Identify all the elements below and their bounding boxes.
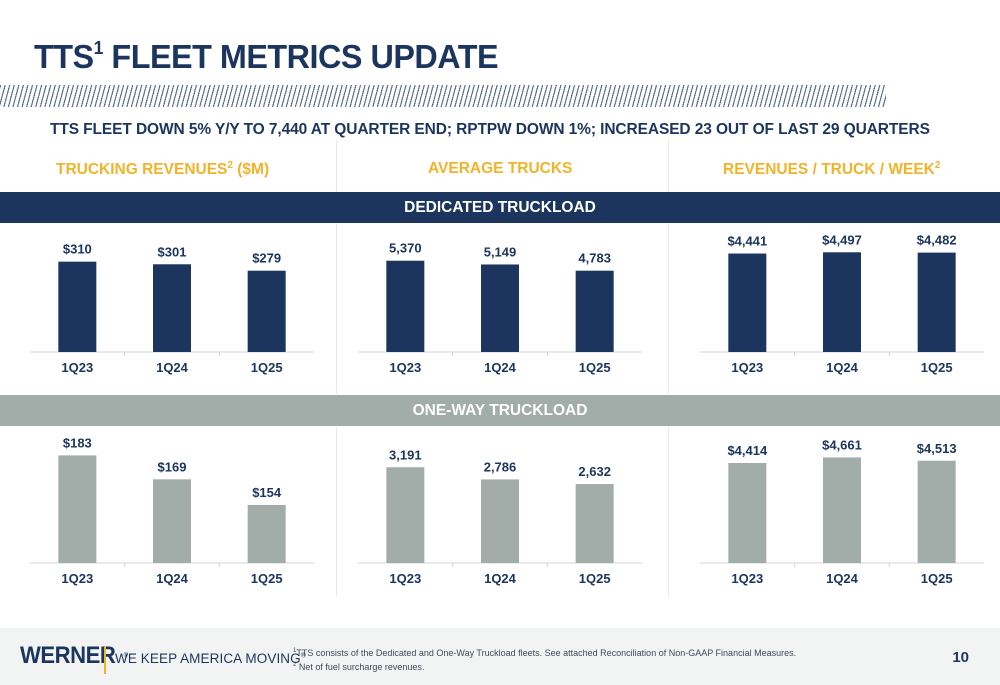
bar-1q24 bbox=[153, 264, 191, 352]
data-label: 5,149 bbox=[484, 244, 517, 259]
column-header-revenue-per-truck: REVENUES / TRUCK / WEEK2 bbox=[723, 160, 941, 179]
chart-dedicated-revenues: $310 1Q23 $301 1Q24 $279 1Q25 bbox=[30, 230, 314, 378]
bar-1q24 bbox=[823, 252, 861, 352]
data-label: $4,661 bbox=[822, 437, 862, 452]
x-tick-label: 1Q24 bbox=[156, 360, 189, 375]
footnote-2: 2 Net of fuel surcharge revenues. bbox=[293, 662, 425, 672]
column-header-revenues: TRUCKING REVENUES2 ($M) bbox=[56, 160, 270, 179]
column-separator bbox=[336, 140, 337, 192]
chart-oneway-revenue-per-truck: $4,414 1Q23 $4,661 1Q24 $4,513 1Q25 bbox=[700, 432, 984, 589]
bar-1q23 bbox=[386, 467, 425, 563]
x-tick-label: 1Q25 bbox=[921, 360, 953, 375]
chart-oneway-revenues: $183 1Q23 $169 1Q24 $154 1Q25 bbox=[30, 432, 314, 589]
bar-1q25 bbox=[917, 460, 956, 563]
data-label: $169 bbox=[158, 459, 187, 474]
footnote-1: 1TTS consists of the Dedicated and One-W… bbox=[293, 648, 797, 658]
bar-chart-svg: 5,370 1Q23 5,149 1Q24 4,783 1Q25 bbox=[358, 241, 642, 375]
data-label: $4,497 bbox=[822, 232, 862, 247]
column-separator bbox=[668, 427, 669, 597]
bar-1q24 bbox=[823, 457, 861, 563]
column-header-average-trucks: AVERAGE TRUCKS bbox=[428, 160, 573, 177]
data-label: $4,441 bbox=[727, 234, 767, 249]
bar-1q23 bbox=[58, 261, 97, 352]
column-separator bbox=[668, 140, 669, 192]
x-tick-label: 1Q23 bbox=[61, 571, 93, 586]
band-one-way-truckload: ONE-WAY TRUCKLOAD bbox=[0, 395, 1000, 426]
chart-dedicated-average-trucks: 5,370 1Q23 5,149 1Q24 4,783 1Q25 bbox=[358, 230, 642, 378]
bar-1q24 bbox=[153, 479, 191, 563]
bar-chart-svg: $4,414 1Q23 $4,661 1Q24 $4,513 1Q25 bbox=[700, 437, 984, 586]
x-tick-label: 1Q24 bbox=[826, 571, 859, 586]
logo-divider bbox=[104, 646, 106, 674]
x-tick-label: 1Q23 bbox=[61, 360, 93, 375]
data-label: $183 bbox=[63, 435, 92, 450]
chart-dedicated-revenue-per-truck: $4,441 1Q23 $4,497 1Q24 $4,482 1Q25 bbox=[700, 230, 984, 378]
column-separator bbox=[336, 427, 337, 597]
x-tick-label: 1Q25 bbox=[921, 571, 953, 586]
x-tick-label: 1Q24 bbox=[484, 360, 517, 375]
data-label: 2,786 bbox=[484, 459, 517, 474]
x-tick-label: 1Q25 bbox=[579, 571, 611, 586]
x-tick-label: 1Q24 bbox=[826, 360, 859, 375]
x-tick-label: 1Q25 bbox=[251, 571, 283, 586]
data-label: $154 bbox=[252, 485, 282, 500]
data-label: $4,414 bbox=[727, 443, 768, 458]
werner-logo[interactable]: WERNER ® bbox=[20, 642, 129, 669]
bar-1q23 bbox=[728, 463, 767, 563]
footer: WERNER ® WE KEEP AMERICA MOVING® 1TTS con… bbox=[0, 628, 1000, 685]
x-tick-label: 1Q23 bbox=[389, 360, 421, 375]
data-label: $301 bbox=[158, 244, 187, 259]
data-label: 2,632 bbox=[578, 464, 611, 479]
bar-1q23 bbox=[728, 253, 767, 352]
page-subtitle: TTS FLEET DOWN 5% Y/Y TO 7,440 AT QUARTE… bbox=[50, 121, 930, 138]
bar-1q25 bbox=[247, 270, 286, 352]
data-label: $4,513 bbox=[917, 441, 957, 456]
bar-1q24 bbox=[481, 264, 519, 352]
bar-chart-svg: 3,191 1Q23 2,786 1Q24 2,632 1Q25 bbox=[358, 447, 642, 586]
bar-1q25 bbox=[917, 252, 956, 352]
data-label: $4,482 bbox=[917, 233, 957, 248]
bar-chart-svg: $4,441 1Q23 $4,497 1Q24 $4,482 1Q25 bbox=[700, 232, 984, 375]
hatch-divider bbox=[0, 85, 886, 107]
bar-chart-svg: $310 1Q23 $301 1Q24 $279 1Q25 bbox=[30, 242, 314, 375]
data-label: 3,191 bbox=[389, 447, 422, 462]
data-label: 4,783 bbox=[578, 251, 611, 266]
x-tick-label: 1Q24 bbox=[156, 571, 189, 586]
data-label: $310 bbox=[63, 242, 92, 257]
x-tick-label: 1Q24 bbox=[484, 571, 517, 586]
bar-1q25 bbox=[575, 270, 614, 352]
page-number: 10 bbox=[952, 649, 969, 666]
bar-chart-svg: $183 1Q23 $169 1Q24 $154 1Q25 bbox=[30, 435, 314, 586]
data-label: 5,370 bbox=[389, 241, 422, 256]
x-tick-label: 1Q25 bbox=[579, 360, 611, 375]
column-separator bbox=[336, 224, 337, 394]
bar-1q23 bbox=[386, 260, 425, 352]
band-dedicated-truckload: DEDICATED TRUCKLOAD bbox=[0, 192, 1000, 223]
bar-1q23 bbox=[58, 455, 97, 563]
column-separator bbox=[668, 224, 669, 394]
bar-1q25 bbox=[575, 484, 614, 563]
x-tick-label: 1Q23 bbox=[731, 571, 763, 586]
bar-1q24 bbox=[481, 479, 519, 563]
x-tick-label: 1Q23 bbox=[731, 360, 763, 375]
chart-oneway-average-trucks: 3,191 1Q23 2,786 1Q24 2,632 1Q25 bbox=[358, 432, 642, 589]
x-tick-label: 1Q23 bbox=[389, 571, 421, 586]
footnotes: 1TTS consists of the Dedicated and One-W… bbox=[293, 645, 796, 673]
bar-1q25 bbox=[247, 504, 286, 563]
page-title: TTS1 FLEET METRICS UPDATE bbox=[34, 38, 499, 75]
x-tick-label: 1Q25 bbox=[251, 360, 283, 375]
tagline: WE KEEP AMERICA MOVING® bbox=[115, 651, 307, 666]
data-label: $279 bbox=[252, 251, 281, 266]
